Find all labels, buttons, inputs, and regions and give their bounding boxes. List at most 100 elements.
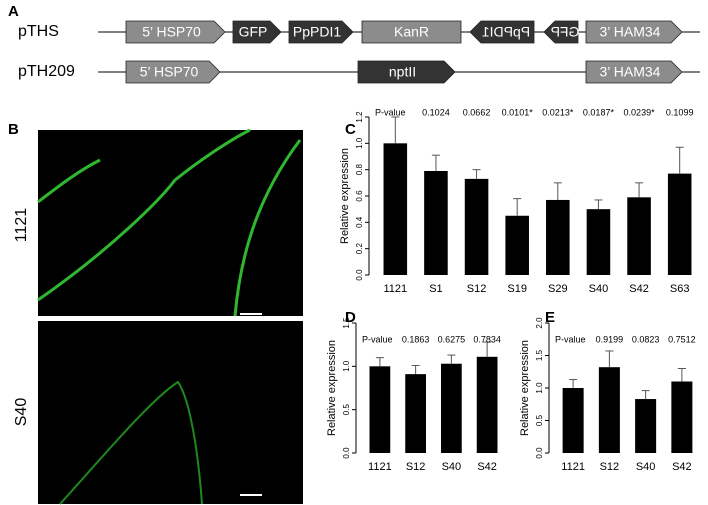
construct-name: pTH209 xyxy=(18,63,75,80)
bar xyxy=(598,367,620,453)
bar xyxy=(627,197,651,275)
y-axis-label: Relative expression xyxy=(339,148,351,244)
y-tick-label: 0.5 xyxy=(342,404,351,416)
p-value: 0.0239* xyxy=(624,107,656,117)
x-tick-label: S29 xyxy=(548,283,568,295)
bar xyxy=(369,366,391,453)
bar xyxy=(505,215,529,275)
y-tick-label: 0.5 xyxy=(535,414,544,426)
y-tick-label: 0.0 xyxy=(535,447,544,459)
panel-label: D xyxy=(345,309,356,326)
element-label: nptII xyxy=(389,64,416,80)
construct-element xyxy=(288,20,354,44)
micrograph-label: S40 xyxy=(13,398,30,427)
micrograph-s40 xyxy=(38,321,303,504)
bar xyxy=(405,374,426,453)
y-tick-label: 0.2 xyxy=(355,243,364,255)
bar xyxy=(562,388,584,453)
construct-element xyxy=(125,60,221,84)
element-label: GFP xyxy=(239,24,268,40)
y-tick-label: 1.2 xyxy=(355,111,364,123)
bar xyxy=(586,209,611,275)
y-tick-label: 0.0 xyxy=(342,447,351,459)
element-label: 5’ HSP70 xyxy=(140,64,199,80)
p-value: 0.1024 xyxy=(422,107,450,117)
bar xyxy=(546,199,570,275)
hypha xyxy=(37,128,302,317)
p-value: 0.7512 xyxy=(668,334,696,344)
element-label: KanR xyxy=(394,24,429,40)
construct-element xyxy=(357,60,456,84)
bar xyxy=(464,178,489,275)
panel-label: E xyxy=(545,309,555,326)
p-value-label: P-value xyxy=(375,107,406,117)
x-tick-label: S12 xyxy=(600,461,620,473)
p-value: 0.9199 xyxy=(596,334,624,344)
y-tick-label: 1.5 xyxy=(342,317,351,329)
micrograph-1121 xyxy=(38,130,303,316)
x-tick-label: S42 xyxy=(477,461,497,473)
y-tick-label: 0.8 xyxy=(355,164,364,176)
p-value: 0.7834 xyxy=(473,334,501,344)
construct-element xyxy=(361,20,462,44)
x-tick-label: S40 xyxy=(589,283,609,295)
x-tick-label: S12 xyxy=(467,283,487,295)
p-value-label: P-value xyxy=(555,334,586,344)
construct-element xyxy=(585,20,683,44)
bar xyxy=(635,399,657,453)
p-value: 0.0187* xyxy=(583,107,615,117)
bar xyxy=(667,173,692,275)
p-value: 0.0823 xyxy=(632,334,660,344)
y-tick-label: 1.0 xyxy=(535,382,544,394)
y-tick-label: 1.5 xyxy=(535,349,544,361)
x-tick-label: S19 xyxy=(507,283,527,295)
x-tick-label: S42 xyxy=(629,283,649,295)
construct-element xyxy=(469,20,535,44)
x-tick-label: 1121 xyxy=(383,283,407,295)
panel-label: B xyxy=(8,121,19,138)
element-label: 5’ HSP70 xyxy=(142,24,201,40)
element-label: PpPDI1 xyxy=(482,24,530,40)
x-tick-label: S12 xyxy=(406,461,426,473)
y-axis-label: Relative expression xyxy=(326,340,338,436)
panel-label: C xyxy=(345,121,356,138)
y-axis-label: Relative expression xyxy=(519,340,531,436)
bar xyxy=(424,170,448,275)
x-tick-label: 1121 xyxy=(561,461,585,473)
y-tick-label: 0.4 xyxy=(355,216,364,228)
micrograph-label: 1121 xyxy=(13,208,30,243)
scale-bar xyxy=(240,313,262,315)
element-label: 3’ HAM34 xyxy=(600,24,661,40)
construct-element xyxy=(543,20,579,44)
x-tick-label: S40 xyxy=(442,461,462,473)
x-tick-label: 1121 xyxy=(368,461,392,473)
element-label: PpPDI1 xyxy=(293,24,341,40)
x-tick-label: S63 xyxy=(670,283,690,295)
y-tick-label: 1.0 xyxy=(355,137,364,149)
y-tick-label: 0.0 xyxy=(355,269,364,281)
construct-element xyxy=(232,20,282,44)
p-value: 0.0101* xyxy=(502,107,534,117)
y-tick-label: 1.0 xyxy=(342,360,351,372)
p-value: 0.1099 xyxy=(666,107,694,117)
y-tick-label: 0.6 xyxy=(355,190,364,202)
element-label: 3’ HAM34 xyxy=(600,64,661,80)
construct-element xyxy=(585,60,683,84)
bar xyxy=(671,381,693,453)
p-value: 0.0662 xyxy=(463,107,491,117)
construct-element xyxy=(125,20,226,44)
bar xyxy=(383,143,408,275)
hypha xyxy=(59,380,203,505)
element-label: GFP xyxy=(551,24,580,40)
x-tick-label: S42 xyxy=(672,461,692,473)
y-tick-label: 2.0 xyxy=(535,317,544,329)
panel-label: A xyxy=(8,3,19,20)
p-value: 0.6275 xyxy=(438,334,466,344)
x-tick-label: S40 xyxy=(636,461,656,473)
bar xyxy=(476,356,498,453)
p-value: 0.0213* xyxy=(542,107,574,117)
x-tick-label: S1 xyxy=(429,283,442,295)
bar xyxy=(441,363,462,453)
